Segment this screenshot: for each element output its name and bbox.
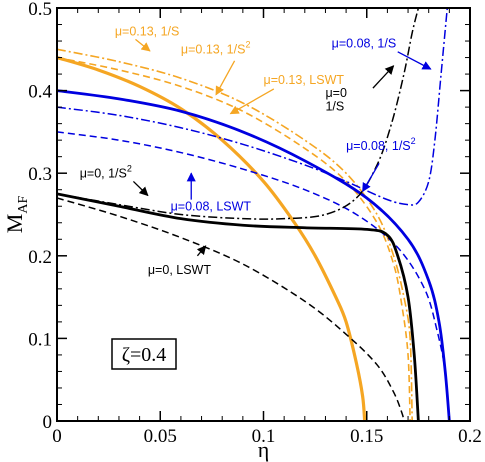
annotation-arrow — [135, 38, 151, 52]
annotation-arrow — [372, 65, 395, 89]
series-line-s008_S — [57, 8, 449, 206]
annotation-label: μ=0.13, 1/S — [115, 24, 180, 38]
annotation-text: μ=0 — [325, 86, 347, 100]
annotation-arrow — [132, 180, 149, 197]
annotation-text: μ=0.08, 1/S — [346, 139, 411, 153]
y-axis-title-sub: AF — [16, 196, 31, 214]
y-tick-label: 0 — [43, 412, 53, 433]
annotation-text: μ=0.13, 1/S — [181, 42, 246, 56]
x-tick-label: 0.15 — [350, 426, 383, 447]
series-line-s013_S2 — [57, 56, 367, 421]
x-tick-label: 0 — [52, 426, 62, 447]
annotation-text: μ=0.13, 1/S — [115, 24, 180, 38]
annotation-arrow — [229, 88, 275, 115]
annotation-label: μ=0.08, LSWT — [171, 199, 252, 213]
y-tick-label: 0.3 — [28, 164, 52, 185]
annotation-arrow — [215, 60, 236, 96]
annotation-text: μ=0.08, 1/S — [332, 37, 397, 51]
series-layer — [57, 8, 451, 421]
annotation-text: μ=0.08, LSWT — [171, 199, 252, 213]
annotation-label: μ=0.13, 1/S2 — [181, 39, 251, 56]
annotation-label: 1/S — [325, 99, 344, 113]
series-line-s013_LSWT — [57, 56, 411, 421]
zeta-box-label: ζ=0.4 — [122, 344, 167, 366]
annotation-superscript: 2 — [411, 136, 416, 146]
x-axis-title: η — [258, 437, 270, 462]
tick-layer: 0 0.05 0.1 0.15 0.2 0 0.1 0.2 0.3 0.4 0.5 — [28, 0, 482, 447]
annotation-label: μ=0 — [325, 86, 347, 100]
zeta-box: ζ=0.4 — [111, 338, 177, 370]
annotation-label: μ=0, 1/S2 — [80, 163, 132, 180]
y-tick-label: 0.2 — [28, 247, 52, 268]
annotation-layer: μ=0.13, 1/Sμ=0.13, 1/S2μ=0.13, LSWTμ=0.0… — [80, 24, 432, 277]
annotation-arrow — [397, 51, 432, 70]
x-tick-label: 0.2 — [458, 426, 482, 447]
annotation-label: μ=0, LSWT — [148, 263, 211, 277]
series-line-s0_S2 — [57, 192, 420, 421]
annotation-superscript: 2 — [127, 163, 132, 173]
series-line-s0_LSWT — [57, 197, 405, 421]
y-axis-title: MAF — [2, 196, 31, 234]
y-tick-label: 0.1 — [28, 329, 52, 350]
annotation-label: μ=0.08, 1/S2 — [346, 136, 416, 153]
annotation-arrow — [362, 162, 380, 193]
annotation-text: μ=0, 1/S — [80, 166, 127, 180]
annotation-text: μ=0.13, LSWT — [264, 73, 345, 87]
series-line-s013_S — [57, 48, 413, 421]
annotation-label: μ=0.08, 1/S — [332, 37, 397, 51]
y-axis-title-main: M — [2, 214, 27, 234]
zeta-box-frame — [111, 338, 177, 370]
y-tick-label: 0.4 — [28, 82, 52, 103]
y-tick-label: 0.5 — [28, 0, 52, 20]
annotation-text: 1/S — [325, 99, 344, 113]
annotation-arrow — [196, 245, 207, 257]
series-line-s0_S — [57, 8, 420, 220]
annotation-superscript: 2 — [245, 39, 250, 49]
annotation-text: μ=0, LSWT — [148, 263, 211, 277]
annotation-label: μ=0.13, LSWT — [264, 73, 345, 87]
series-line-s008_S2 — [57, 89, 451, 421]
x-tick-label: 0.1 — [252, 426, 276, 447]
series-line-s008_LSWT — [57, 131, 451, 421]
x-tick-label: 0.05 — [144, 426, 177, 447]
